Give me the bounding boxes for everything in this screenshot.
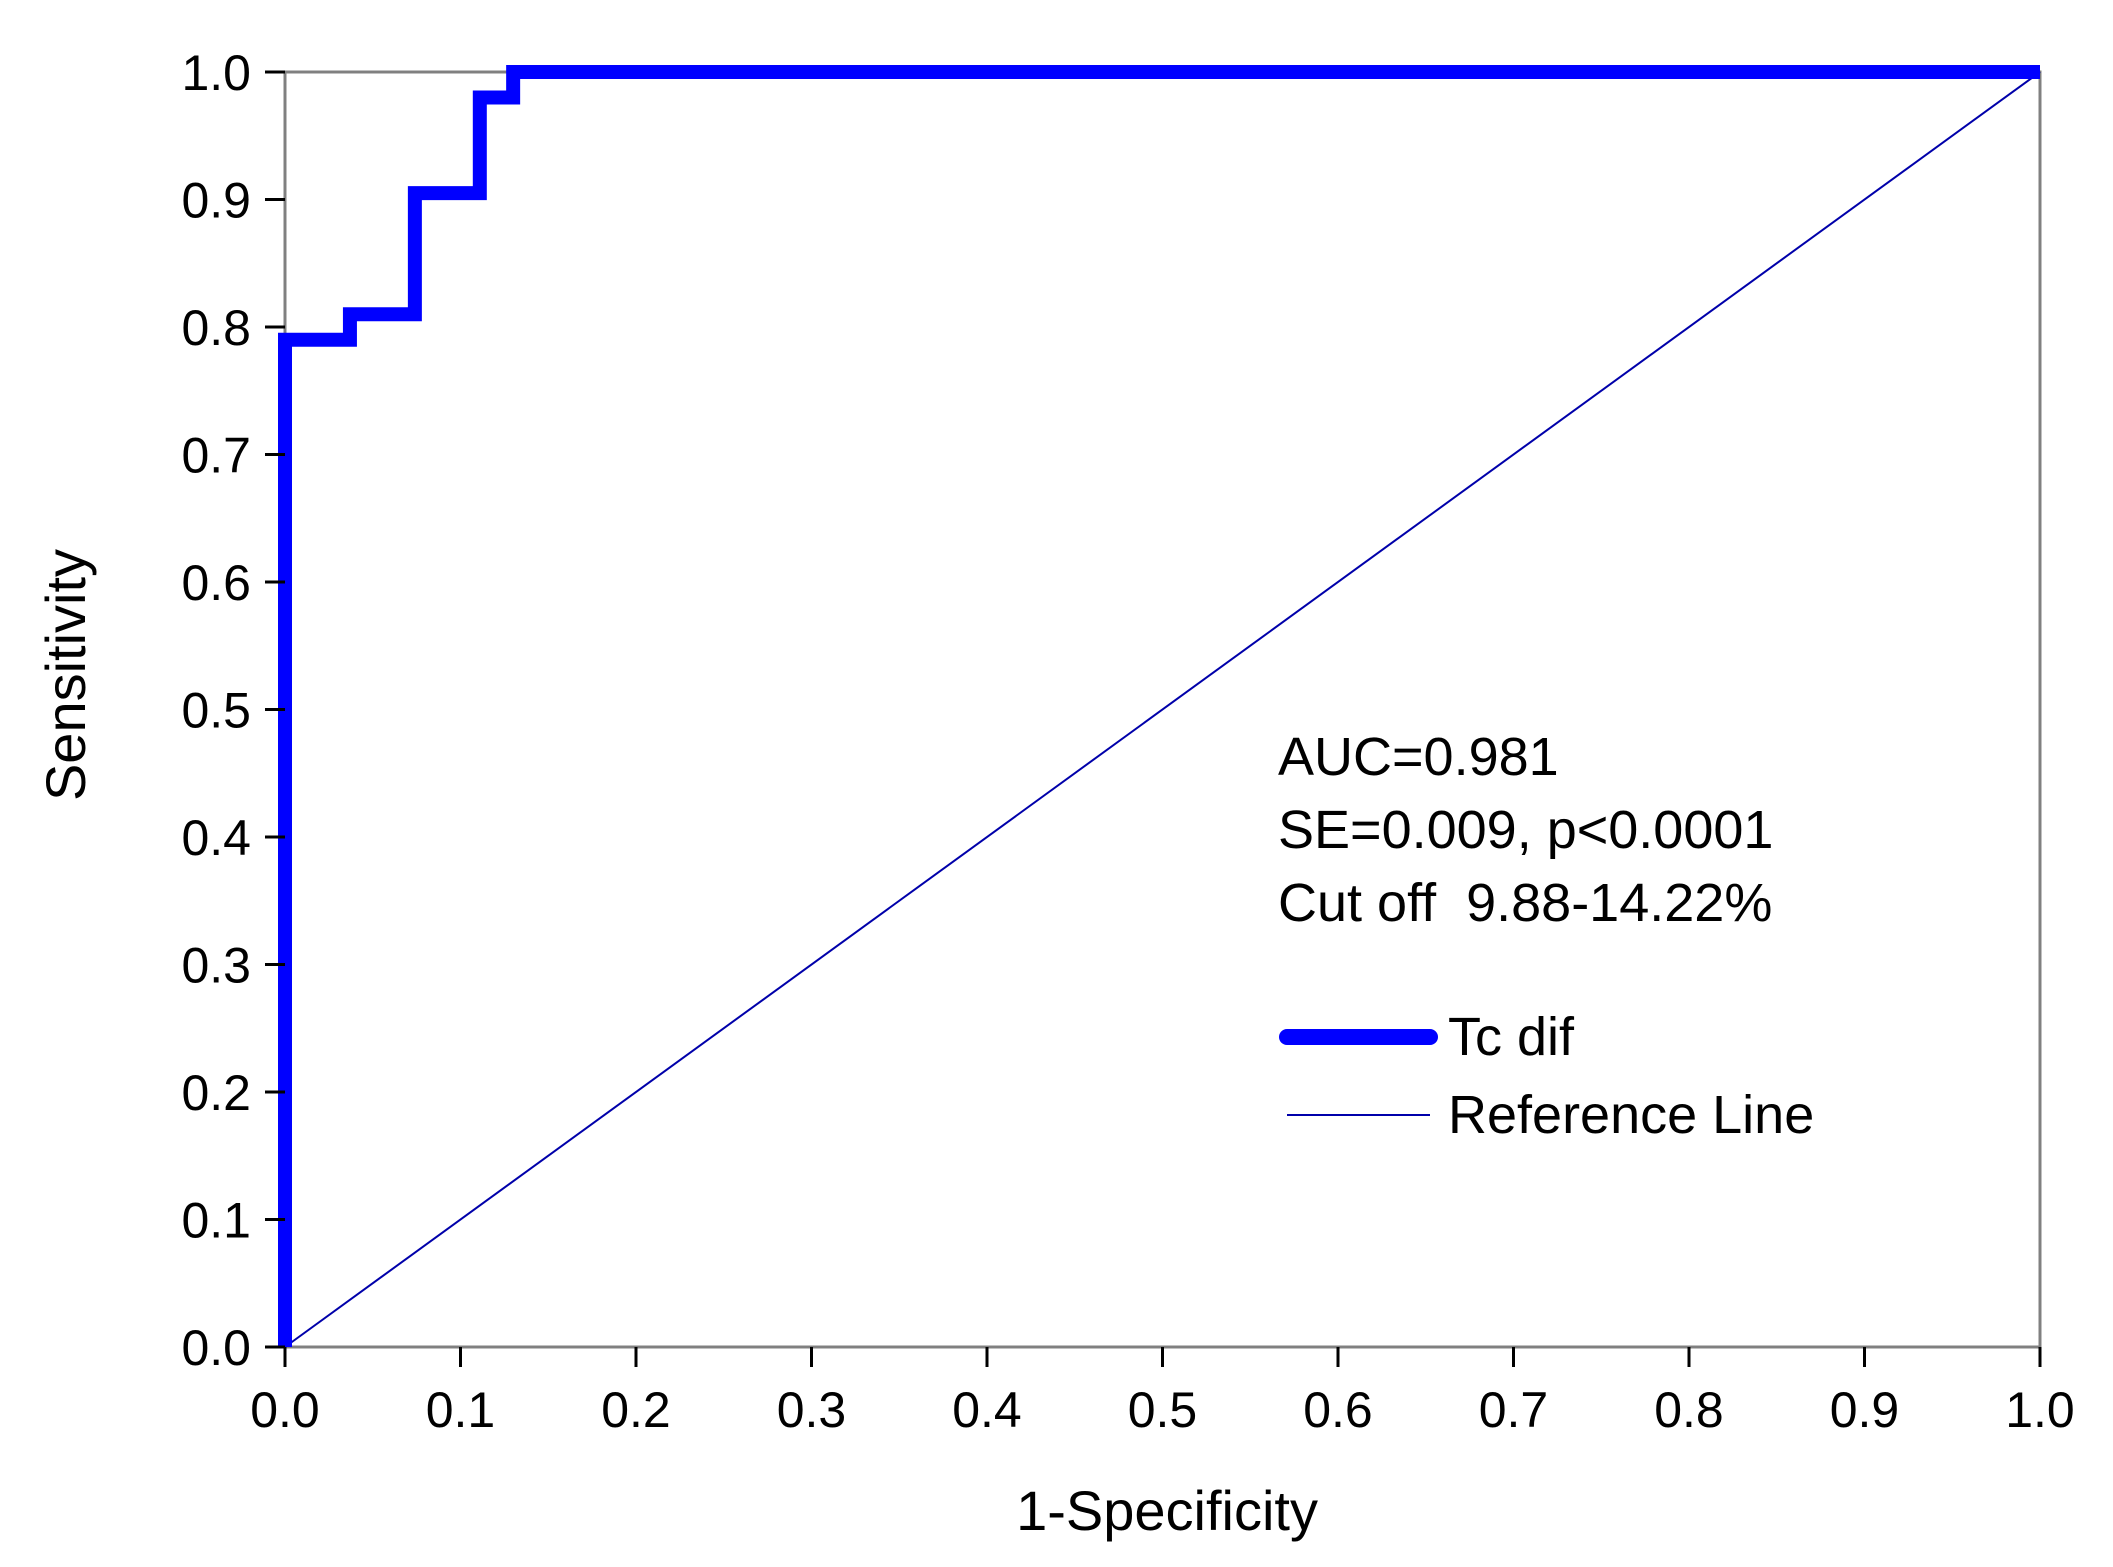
y-tick-label: 0.0 [181,1320,251,1376]
x-tick-label: 0.1 [426,1382,496,1438]
x-tick-label: 0.6 [1303,1382,1373,1438]
x-tick-label: 0.2 [601,1382,671,1438]
se-annotation: SE=0.009, p<0.0001 [1278,800,1773,860]
x-tick-label: 0.3 [777,1382,847,1438]
legend-label-tc-dif: Tc dif [1448,1007,1575,1067]
y-tick-label: 0.8 [181,300,251,356]
y-tick-label: 0.4 [181,810,251,866]
x-tick-label: 1.0 [2005,1382,2075,1438]
y-tick-label: 0.2 [181,1065,251,1121]
x-axis-title: 1-Specificity [1016,1479,1318,1542]
y-tick-label: 0.1 [181,1193,251,1249]
cutoff-annotation: Cut off 9.88-14.22% [1278,873,1772,933]
roc-curve-path [278,65,2040,1347]
y-axis-title: Sensitivity [34,549,97,801]
y-tick-label: 1.0 [181,45,251,101]
y-tick-label: 0.9 [181,173,251,229]
reference-line [284,71,2041,1348]
stats-annotation: AUC=0.981 SE=0.009, p<0.0001 Cut off 9.8… [1278,727,1773,933]
y-tick-label: 0.3 [181,938,251,994]
legend: Tc dif Reference Line [1279,1007,1814,1145]
x-tick-label: 0.5 [1128,1382,1198,1438]
x-tick-label: 0.8 [1654,1382,1724,1438]
y-tick-label: 0.7 [181,428,251,484]
auc-annotation: AUC=0.981 [1278,727,1559,787]
y-tick-label: 0.5 [181,683,251,739]
roc-curve [278,65,2040,1347]
y-axis-ticks: 0.0 0.1 0.2 0.3 0.4 0.5 0.6 0.7 0.8 0.9 1.0 [181,45,285,1376]
reference-line-path [284,71,2041,1348]
x-tick-label: 0.7 [1479,1382,1549,1438]
legend-label-reference-line: Reference Line [1448,1085,1814,1145]
x-tick-label: 0.9 [1830,1382,1900,1438]
x-tick-label: 0.4 [952,1382,1022,1438]
x-axis-ticks: 0.0 0.1 0.2 0.3 0.4 0.5 0.6 0.7 0.8 0.9 1.0 [250,1347,2075,1438]
x-tick-label: 0.0 [250,1382,320,1438]
y-tick-label: 0.6 [181,555,251,611]
